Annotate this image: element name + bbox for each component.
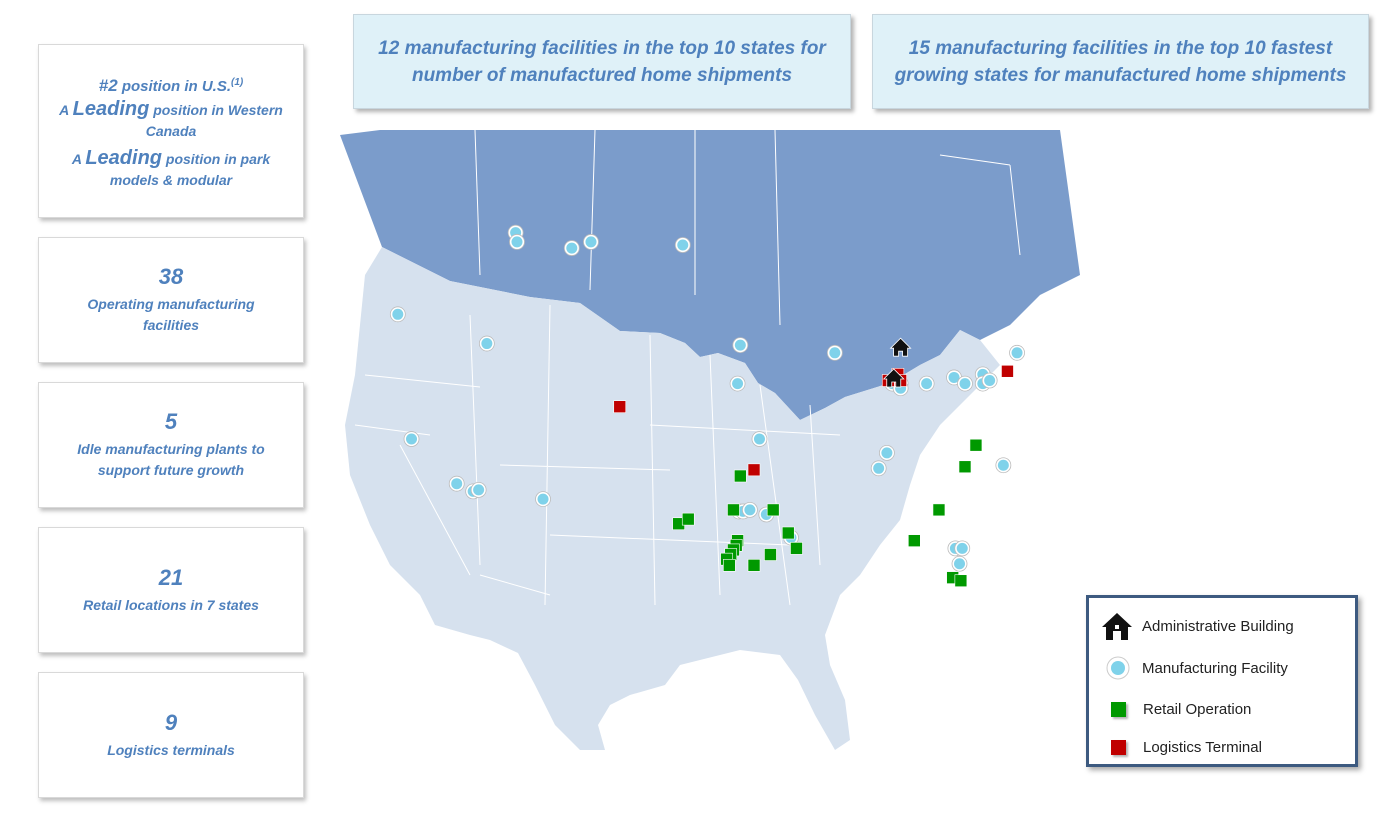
manufacturing-facility-marker [981, 372, 998, 389]
stat-retail-locations: 21 Retail locations in 7 states [38, 527, 304, 653]
retail-count: 21 [158, 564, 184, 590]
retail-operation-marker [734, 469, 747, 483]
house-icon [1102, 613, 1132, 640]
retail-label: Retail locations in 7 states [83, 596, 259, 613]
legend-logistics: Logistics Terminal [1089, 733, 1262, 761]
retail-operation-marker [727, 503, 740, 517]
logistics-label: Logistics terminals [107, 741, 235, 758]
manufacturing-facility-marker [470, 481, 487, 498]
manufacturing-facility-marker [729, 375, 746, 392]
manufacturing-facility-marker [870, 460, 887, 477]
logistics-terminal-marker [1001, 364, 1014, 378]
legend-admin: Administrative Building [1089, 612, 1294, 640]
legend-logistics-label: Logistics Terminal [1143, 738, 1262, 756]
manufacturing-facility-marker [741, 501, 758, 518]
retail-operation-marker [764, 548, 777, 561]
manufacturing-facility-marker [389, 306, 406, 323]
legend-manufacturing-label: Manufacturing Facility [1142, 659, 1288, 677]
north-america-map [340, 129, 1080, 750]
manufacturing-facility-marker [478, 335, 495, 352]
manufacturing-facility-marker [954, 540, 971, 557]
leading-word-2: Leading [85, 146, 163, 169]
logistics-terminal-marker [613, 400, 627, 414]
stat-operating-facilities: 38 Operating manufacturing facilities [38, 237, 304, 363]
green-square-icon [1111, 701, 1126, 717]
manufacturing-facility-marker [535, 491, 551, 508]
facility-markers [389, 224, 1025, 588]
retail-operation-marker [681, 512, 695, 526]
legend-retail: Retail Operation [1089, 695, 1251, 723]
manufacturing-facility-marker [563, 240, 580, 256]
manufacturing-facility-marker [448, 475, 465, 492]
manufacturing-facility-marker [403, 431, 420, 447]
manufacturing-facility-marker [826, 344, 843, 361]
stat-idle-plants: 5 Idle manufacturing plants to support f… [38, 382, 304, 508]
legend-manufacturing: Manufacturing Facility [1089, 654, 1288, 682]
stat-logistics-terminals: 9 Logistics terminals [38, 672, 304, 798]
retail-operation-marker [958, 460, 972, 474]
headline-top-states: 12 manufacturing facilities in the top 1… [353, 14, 851, 109]
legend-retail-label: Retail Operation [1143, 700, 1252, 718]
retail-operation-marker [969, 438, 983, 452]
retail-operation-marker [781, 526, 795, 540]
idle-count: 5 [164, 409, 178, 434]
administrative-building-marker [882, 368, 905, 388]
manufacturing-facility-marker [732, 337, 749, 354]
idle-label: Idle manufacturing plants to support fut… [77, 441, 265, 478]
manufacturing-facility-marker [995, 457, 1012, 474]
manufacturing-facility-marker [951, 555, 968, 572]
footnote-marker: (1) [231, 76, 244, 88]
retail-operation-marker [766, 503, 780, 517]
map-legend: Administrative Building Manufacturing Fa… [1086, 595, 1358, 767]
manufacturing-facility-marker [751, 431, 768, 447]
position-text: position in U.S. [117, 77, 231, 95]
retail-operation-marker [747, 559, 761, 572]
facility-dot-icon [1106, 656, 1130, 680]
retail-operation-marker [932, 503, 946, 517]
manufacturing-facility-marker [1009, 344, 1025, 361]
retail-operation-marker [954, 574, 968, 588]
retail-operation-marker [790, 542, 803, 555]
manufacturing-facility-marker [509, 234, 525, 250]
logistics-count: 9 [164, 709, 178, 735]
legend-admin-label: Administrative Building [1142, 617, 1294, 635]
retail-operation-marker [907, 534, 921, 547]
leading-word: Leading [72, 97, 150, 120]
manufacturing-facility-marker [583, 234, 599, 250]
manufacturing-facility-marker [957, 375, 973, 392]
manufacturing-facility-marker [879, 444, 895, 461]
position-rank: #2 [98, 75, 118, 95]
red-square-icon [1111, 739, 1126, 755]
administrative-building-marker [889, 337, 912, 357]
stat-position: #2 position in U.S.(1) A Leading positio… [38, 44, 304, 218]
retail-operation-marker [723, 559, 736, 572]
operating-count: 38 [158, 264, 184, 289]
manufacturing-facility-marker [918, 375, 935, 392]
headline-fastest-growing: 15 manufacturing facilities in the top 1… [872, 14, 1369, 109]
logistics-terminal-marker [747, 463, 761, 477]
lower-48-region [345, 247, 1000, 750]
operating-label: Operating manufacturing facilities [87, 296, 255, 333]
manufacturing-facility-marker [674, 237, 691, 253]
